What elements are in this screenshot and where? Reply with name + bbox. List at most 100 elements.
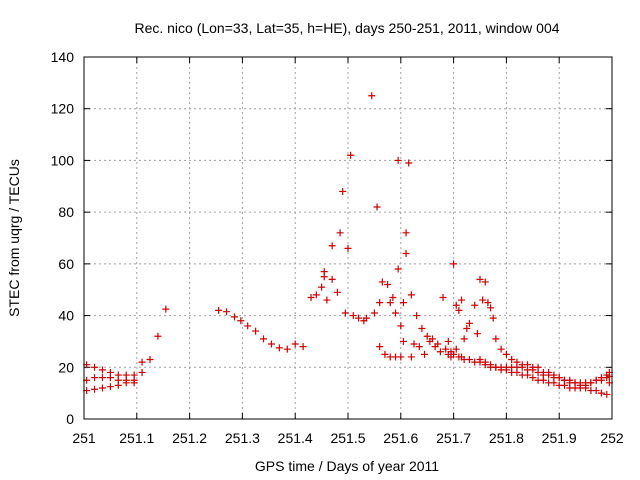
data-point <box>98 366 106 374</box>
data-point <box>458 296 466 304</box>
data-point <box>138 358 146 366</box>
data-point <box>336 229 344 237</box>
plot-frame <box>83 56 613 420</box>
data-point <box>481 358 489 366</box>
data-point <box>410 340 418 348</box>
x-tick-label: 251.1 <box>119 430 154 446</box>
data-point <box>215 306 223 314</box>
data-point <box>415 343 423 351</box>
data-point <box>347 151 355 159</box>
data-point <box>328 275 336 283</box>
data-point <box>328 242 336 250</box>
data-point <box>397 353 405 361</box>
data-point <box>455 306 463 314</box>
chart-title: Rec. nico (Lon=33, Lat=35, h=HE), days 2… <box>134 20 559 36</box>
data-point <box>534 363 542 371</box>
data-point <box>376 299 384 307</box>
data-point <box>106 383 114 391</box>
data-point <box>381 350 389 358</box>
data-point <box>402 229 410 237</box>
data-point <box>394 265 402 273</box>
x-tick-label: 251.3 <box>225 430 260 446</box>
data-point <box>138 368 146 376</box>
data-point <box>378 278 386 286</box>
data-point <box>592 387 600 395</box>
y-tick-label: 100 <box>51 152 75 168</box>
data-point <box>463 325 471 332</box>
data-point <box>386 299 394 307</box>
data-point <box>524 361 532 369</box>
data-point <box>146 356 154 364</box>
data-point <box>487 304 495 312</box>
data-point <box>355 314 363 322</box>
x-tick-label: 251.6 <box>383 430 418 446</box>
data-point <box>333 288 341 296</box>
data-point <box>368 92 376 100</box>
x-tick-label: 252 <box>600 430 624 446</box>
data-point <box>394 156 402 164</box>
data-point <box>476 356 484 364</box>
data-point <box>244 322 252 330</box>
data-point <box>323 296 331 304</box>
data-point <box>465 319 473 327</box>
data-point <box>439 293 447 301</box>
data-point <box>465 356 473 364</box>
data-point <box>392 309 400 317</box>
data-point <box>399 337 407 345</box>
y-tick-label: 80 <box>58 204 74 220</box>
data-point <box>571 379 579 387</box>
x-tick-labels: 251 251.1 251.2 251.3 251.4 251.5 251.6 251.7 25… <box>72 430 624 446</box>
data-point <box>428 335 436 343</box>
data-point <box>402 250 410 258</box>
data-point <box>307 293 315 301</box>
data-point <box>418 325 426 332</box>
data-point <box>267 340 275 348</box>
data-point <box>370 309 378 317</box>
y-tick-label: 20 <box>58 359 74 375</box>
data-point <box>376 343 384 351</box>
data-point <box>154 332 162 340</box>
y-tick-labels: 0 20 40 60 80 100 120 140 <box>51 49 75 427</box>
data-point <box>529 374 537 382</box>
data-point <box>603 390 611 398</box>
data-point <box>397 322 405 330</box>
data-point <box>349 312 357 320</box>
data-point <box>91 385 99 393</box>
x-tick-label: 251.7 <box>436 430 471 446</box>
data-point <box>384 281 392 289</box>
data-point <box>492 335 500 343</box>
y-tick-label: 60 <box>58 256 74 272</box>
data-point <box>275 344 283 352</box>
data-point <box>502 350 510 358</box>
data-point <box>283 345 291 353</box>
data-point <box>130 379 138 387</box>
data-point <box>484 299 492 307</box>
data-point <box>312 291 320 299</box>
data-point <box>98 384 106 392</box>
data-point <box>114 381 122 389</box>
data-point <box>508 356 516 364</box>
y-axis-label: STEC from uqrg / TECUs <box>6 159 22 317</box>
data-point <box>471 301 479 309</box>
data-point <box>587 379 595 387</box>
data-point <box>91 374 99 382</box>
data-point <box>407 353 415 361</box>
data-point <box>341 309 349 317</box>
data-point <box>481 278 489 286</box>
data-point <box>399 299 407 307</box>
x-tick-label: 251.2 <box>172 430 207 446</box>
data-point <box>252 327 260 335</box>
data-point <box>373 203 381 211</box>
data-point <box>106 374 114 382</box>
data-point <box>450 350 458 358</box>
x-tick-label: 251.5 <box>330 430 365 446</box>
data-point <box>444 337 452 345</box>
data-point <box>320 268 328 276</box>
x-tick-label: 251.9 <box>542 430 577 446</box>
x-tick-label: 251 <box>72 430 96 446</box>
data-point <box>405 159 413 167</box>
data-point <box>299 343 307 351</box>
data-point <box>162 305 170 313</box>
data-point <box>597 389 605 397</box>
